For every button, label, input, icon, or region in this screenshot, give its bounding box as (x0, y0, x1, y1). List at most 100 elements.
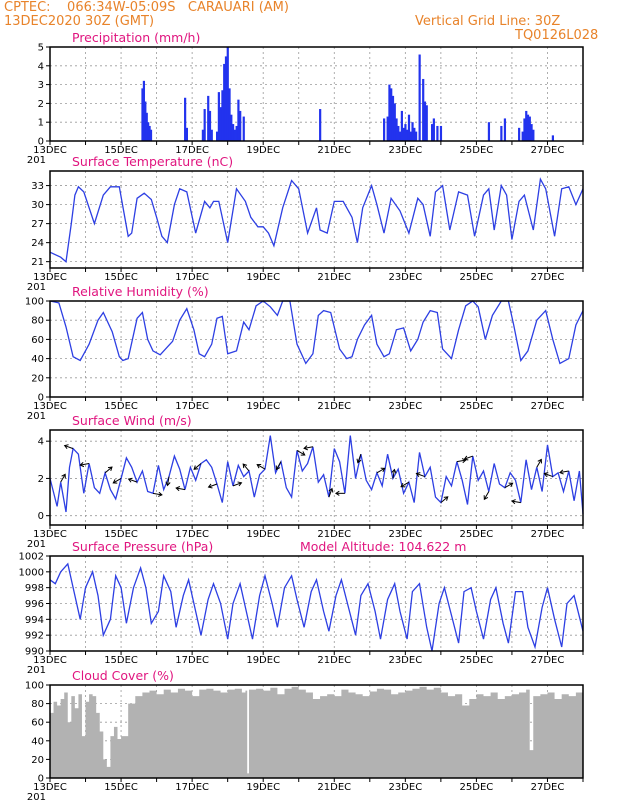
x-tick-label: 21DEC (317, 401, 351, 412)
wind-arrow (113, 477, 122, 484)
wind-arrowhead (391, 468, 397, 474)
precip-bar (148, 125, 151, 141)
precip-bar (210, 129, 213, 141)
precip-bar (207, 95, 210, 141)
wind-arrowhead (175, 486, 181, 492)
y-tick-label: 30 (31, 200, 44, 211)
model-code: TQ0126L028 (515, 28, 599, 43)
wind-arrowhead (165, 481, 171, 487)
x-tick-label: 19DEC (246, 272, 280, 283)
wind-arrow (80, 463, 90, 466)
wind-arrowhead (79, 462, 85, 468)
y-tick-label: 1 (38, 118, 44, 129)
wind-arrowhead (303, 445, 308, 451)
precip-bar (221, 90, 224, 141)
wind-arrowhead (207, 483, 213, 489)
grid-line-note: Vertical Grid Line: 30Z (415, 14, 561, 29)
y-tick-label: 2 (38, 474, 44, 485)
y-tick-label: 21 (31, 257, 44, 268)
wind-arrow (544, 473, 553, 478)
x-tick-label: 23DEC (388, 401, 422, 412)
x-tick-label: 19DEC (246, 401, 280, 412)
precip-bar (217, 92, 220, 141)
precip-bar (201, 129, 204, 141)
wind-arrow (536, 459, 542, 468)
wind-arrow (166, 476, 170, 486)
wind-arrowhead (537, 458, 542, 464)
pres-title: Surface Pressure (hPa) (72, 539, 213, 554)
rh-title: Relative Humidity (%) (72, 284, 209, 299)
wind-arrowhead (256, 463, 262, 469)
x-tick-label: 21DEC (317, 529, 351, 540)
precip-bar (503, 118, 507, 141)
x-tick-label: 19DEC (246, 529, 280, 540)
wind-arrowhead (237, 481, 243, 487)
x-tick-label: 15DEC (104, 401, 138, 412)
wind-arrow (152, 492, 162, 496)
y-tick-label: 994 (25, 615, 44, 626)
precip-title: Precipitation (mm/h) (72, 30, 200, 45)
wind-arrowhead (328, 487, 334, 493)
precip-panel: 0 1 2 3 4 5 13DEC 15DEC 17DEC 19DEC 21DEC 23DEC 25DE… (27, 30, 584, 166)
precip-bar (242, 116, 245, 141)
precip-bar (224, 56, 228, 141)
year-corner-label: 201 (27, 539, 46, 550)
y-tick-label: 4 (38, 61, 44, 72)
precip-bar (149, 129, 153, 141)
precip-bar (551, 135, 554, 141)
y-tick-label: 24 (31, 238, 44, 249)
temp-frame (49, 170, 584, 269)
precip-bar (425, 105, 428, 141)
precip-frame (49, 46, 584, 142)
precip-bar (423, 101, 427, 141)
wind-arrow (376, 467, 385, 474)
x-tick-label: 19DEC (246, 655, 280, 666)
precip-bar (399, 131, 402, 141)
precip-bar (532, 129, 535, 141)
wind-arrow (176, 487, 186, 491)
x-tick-label: 23DEC (388, 529, 422, 540)
date-header: 13DEC2020 30Z (GMT) (4, 14, 155, 29)
precip-bar (231, 124, 235, 141)
x-tick-label: 13DEC (33, 655, 67, 666)
year-corner-label: 201 (27, 155, 46, 166)
wind-arrow (232, 482, 242, 487)
precip-bar (233, 129, 236, 141)
precip-bar (414, 131, 418, 141)
wind-arrowhead (400, 482, 406, 488)
y-tick-label: 992 (25, 631, 44, 642)
x-tick-label: 15DEC (104, 272, 138, 283)
precip-bar (422, 78, 425, 141)
x-tick-label: 15DEC (104, 529, 138, 540)
precip-bar (439, 125, 443, 141)
precip-bar (395, 118, 398, 141)
precip-bar (418, 54, 421, 141)
x-tick-label: 21DEC (317, 272, 351, 283)
x-tick-label: 21DEC (317, 655, 351, 666)
precip-bar (400, 110, 403, 141)
wind-arrowhead (463, 455, 469, 461)
y-tick-label: 0 (38, 137, 44, 148)
precip-bar (383, 118, 386, 141)
wind-arrow (440, 496, 449, 504)
x-tick-label: 23DEC (388, 272, 422, 283)
y-tick-label: 80 (31, 699, 44, 710)
precip-bar (397, 125, 400, 141)
temp-line (49, 177, 584, 263)
wind-arrow (60, 474, 66, 483)
x-tick-label: 17DEC (175, 401, 209, 412)
rh-frame (49, 300, 584, 398)
precip-bar (406, 129, 409, 141)
precip-bar (144, 101, 147, 141)
precip-bar (219, 107, 222, 141)
x-tick-label: 15DEC (104, 655, 138, 666)
wind-arrowhead (300, 451, 306, 456)
wind-arrowhead (511, 499, 516, 505)
precip-bar (203, 109, 206, 141)
precip-bar (185, 127, 189, 141)
x-tick-label: 17DEC (175, 655, 209, 666)
precip-bar (391, 95, 395, 141)
y-tick-label: 33 (31, 181, 44, 192)
precip-bar (411, 122, 414, 141)
x-tick-label: 27DEC (531, 145, 565, 156)
